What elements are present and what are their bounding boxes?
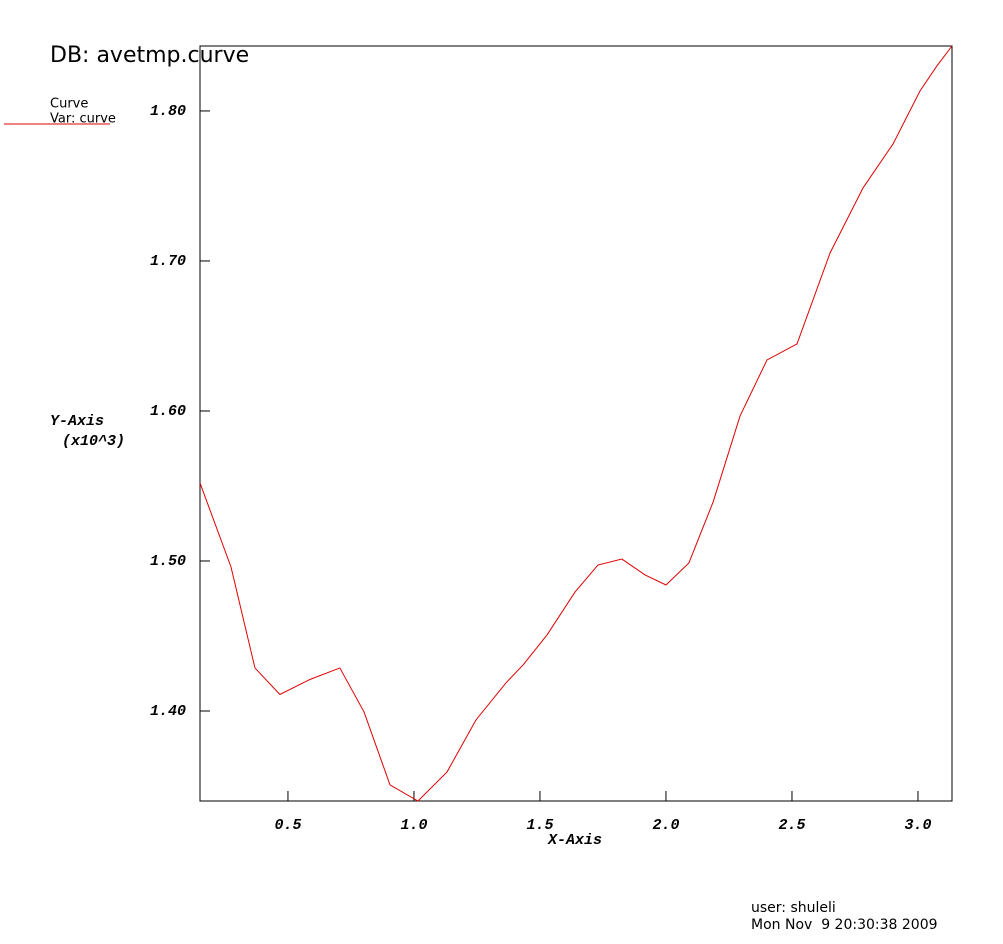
y-tick-label: 1.70 <box>150 253 186 270</box>
y-tick-label: 1.80 <box>150 103 186 120</box>
x-axis-label: X-Axis <box>547 832 602 849</box>
legend-label: Var: curve <box>50 112 116 127</box>
data-line <box>199 45 953 802</box>
user-label: user: shuleli <box>751 900 836 916</box>
x-tick-label: 2.5 <box>778 817 805 834</box>
timestamp: Mon Nov 9 20:30:38 2009 <box>751 917 938 933</box>
legend-title: Curve <box>50 97 88 112</box>
x-tick-label: 2.0 <box>652 817 679 834</box>
chart-title: DB: avetmp.curve <box>50 43 249 68</box>
y-axis-unit: (x10^3) <box>62 433 125 450</box>
y-tick-label: 1.60 <box>150 403 186 420</box>
y-tick-label: 1.50 <box>150 553 186 570</box>
y-axis-label: Y-Axis <box>50 413 104 430</box>
x-tick-label: 3.0 <box>904 817 931 834</box>
x-tick-label: 1.5 <box>526 817 553 834</box>
x-tick-label: 1.0 <box>400 817 427 834</box>
y-tick-label: 1.40 <box>150 703 186 720</box>
plot-frame <box>199 45 953 802</box>
x-tick-label: 0.5 <box>274 817 301 834</box>
